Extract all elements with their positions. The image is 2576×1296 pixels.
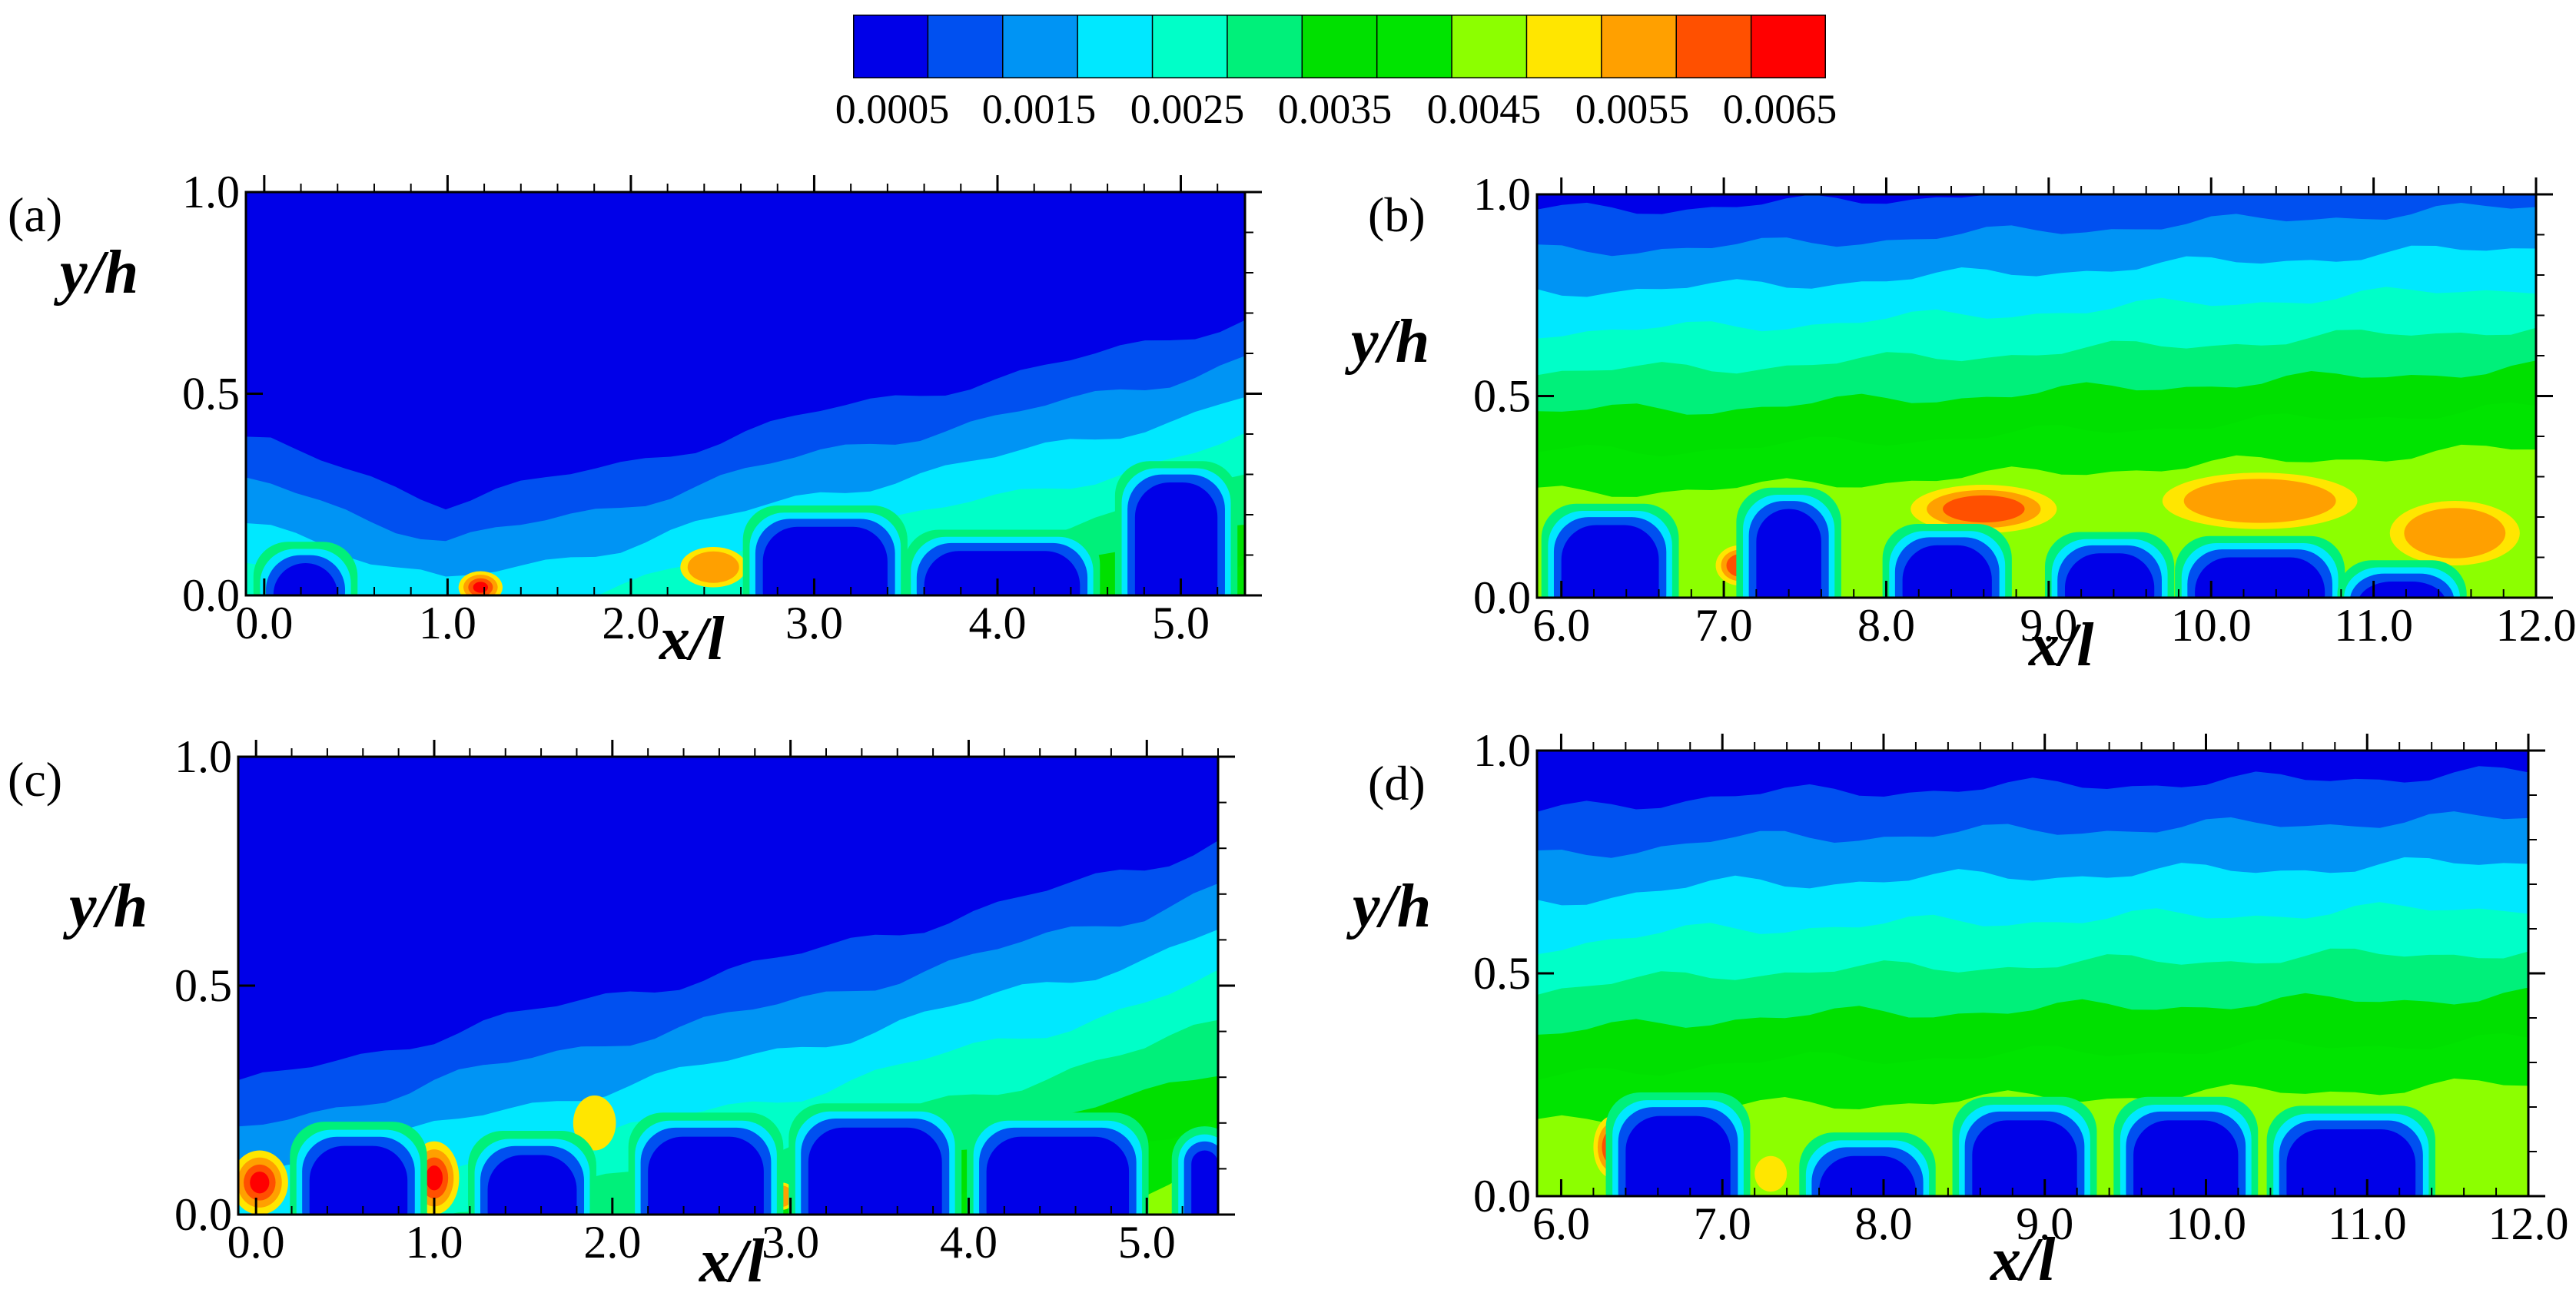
colorbar-tick-label: 0.0005 bbox=[835, 86, 950, 132]
colorbar-tick-label: 0.0045 bbox=[1427, 86, 1542, 132]
contour-low-region bbox=[1756, 509, 1821, 629]
x-tick-label: 5.0 bbox=[1118, 1217, 1176, 1268]
y-tick-label: 0.5 bbox=[182, 369, 240, 419]
contour-low-region bbox=[808, 1128, 942, 1245]
y-tick-label: 0.0 bbox=[182, 570, 240, 621]
x-tick-label: 9.0 bbox=[2016, 1198, 2073, 1249]
x-tick-label: 11.0 bbox=[2334, 600, 2413, 651]
contour-plot-a: 0.0 1.0 2.0 3.0 4.0 5.0 0.0 0.5 1.0 bbox=[0, 154, 1276, 707]
contour-hot-spot bbox=[1754, 1156, 1787, 1192]
contour-low-region bbox=[310, 1146, 408, 1245]
x-tick-label: 10.0 bbox=[2171, 600, 2252, 651]
y-tick-label: 0.5 bbox=[1473, 948, 1531, 999]
y-tick-label: 0.0 bbox=[1473, 572, 1531, 623]
colorbar-swatch bbox=[1077, 15, 1153, 78]
contour-field bbox=[1537, 751, 2528, 1227]
colorbar-tick-labels: 0.0005 0.0015 0.0025 0.0035 0.0045 0.005… bbox=[0, 86, 2576, 132]
colorbar-swatch bbox=[1526, 15, 1602, 78]
colorbar-swatch bbox=[1377, 15, 1452, 78]
x-tick-label: 7.0 bbox=[1694, 1198, 1751, 1249]
colorbar-swatch bbox=[1227, 15, 1303, 78]
colorbar-tick-label: 0.0025 bbox=[1130, 86, 1245, 132]
colorbar-tick-label: 0.0055 bbox=[1575, 86, 1690, 132]
contour-level-band bbox=[246, 595, 1245, 615]
contour-field bbox=[246, 192, 1245, 626]
colorbar-tick-label: 0.0065 bbox=[1723, 86, 1837, 132]
y-tick-label: 1.0 bbox=[1473, 725, 1531, 776]
contour-low-region bbox=[987, 1137, 1129, 1245]
x-tick-label: 1.0 bbox=[406, 1217, 463, 1268]
contour-hot-spot bbox=[2184, 479, 2336, 522]
x-tick-label: 4.0 bbox=[968, 598, 1026, 648]
contour-low-region bbox=[1903, 545, 1992, 628]
y-tick-label: 1.0 bbox=[182, 167, 240, 217]
x-tick-label: 0.0 bbox=[227, 1217, 285, 1268]
x-tick-label: 7.0 bbox=[1695, 600, 1753, 651]
y-tick-label: 1.0 bbox=[1473, 169, 1531, 220]
x-tick-label: 8.0 bbox=[1857, 600, 1915, 651]
contour-hot-spot bbox=[426, 1165, 443, 1190]
contour-field bbox=[231, 757, 1238, 1245]
contour-hot-spot bbox=[688, 552, 739, 583]
contour-hot-spot bbox=[473, 582, 488, 592]
y-tick-label: 1.0 bbox=[174, 731, 232, 782]
contour-plot-b: 6.0 7.0 8.0 9.0 10.0 11.0 12.0 0.0 0.5 1.0 bbox=[1299, 154, 2576, 707]
y-tick-label: 0.5 bbox=[1473, 371, 1531, 422]
colorbar-swatch bbox=[853, 15, 928, 78]
x-tick-label: 11.0 bbox=[2328, 1198, 2407, 1249]
x-tick-label: 9.0 bbox=[2020, 600, 2077, 651]
colorbar bbox=[853, 15, 1826, 78]
colorbar-swatch bbox=[1153, 15, 1228, 78]
x-tick-label: 1.0 bbox=[419, 598, 476, 648]
x-tick-label: 2.0 bbox=[602, 598, 659, 648]
y-tick-label: 0.0 bbox=[174, 1189, 232, 1240]
x-tick-label: 10.0 bbox=[2166, 1198, 2246, 1249]
colorbar-swatch bbox=[1003, 15, 1078, 78]
colorbar-tick-label: 0.0035 bbox=[1278, 86, 1393, 132]
contour-low-region bbox=[2065, 553, 2154, 628]
x-tick-label: 0.0 bbox=[235, 598, 293, 648]
contour-low-region bbox=[488, 1155, 577, 1245]
contour-field bbox=[1537, 161, 2536, 628]
x-tick-label: 3.0 bbox=[785, 598, 843, 648]
x-tick-label: 6.0 bbox=[1532, 600, 1590, 651]
x-tick-label: 8.0 bbox=[1854, 1198, 1912, 1249]
contour-hot-spot bbox=[250, 1172, 269, 1193]
contour-hot-spot bbox=[2404, 508, 2505, 559]
x-tick-label: 12.0 bbox=[2488, 1198, 2569, 1249]
x-tick-label: 2.0 bbox=[583, 1217, 641, 1268]
colorbar-swatch bbox=[1676, 15, 1751, 78]
colorbar-swatch bbox=[1452, 15, 1527, 78]
contour-plot-d: 6.0 7.0 8.0 9.0 10.0 11.0 12.0 0.0 0.5 1.0 bbox=[1299, 711, 2576, 1287]
y-tick-label: 0.0 bbox=[1473, 1171, 1531, 1221]
contour-plot-c: 0.0 1.0 2.0 3.0 4.0 5.0 0.0 0.5 1.0 bbox=[0, 711, 1276, 1287]
x-tick-label: 3.0 bbox=[762, 1217, 819, 1268]
colorbar-swatch bbox=[1302, 15, 1377, 78]
x-tick-label: 4.0 bbox=[940, 1217, 998, 1268]
x-tick-label: 5.0 bbox=[1152, 598, 1210, 648]
colorbar-swatch bbox=[1602, 15, 1677, 78]
contour-low-region bbox=[1191, 1151, 1218, 1245]
x-tick-label: 6.0 bbox=[1532, 1198, 1590, 1249]
contour-hot-spot bbox=[1943, 496, 2025, 522]
colorbar-swatch bbox=[1751, 15, 1826, 78]
contour-low-region bbox=[648, 1137, 764, 1245]
colorbar-swatch bbox=[928, 15, 1003, 78]
colorbar-tick-label: 0.0015 bbox=[982, 86, 1097, 132]
x-tick-label: 12.0 bbox=[2496, 600, 2576, 651]
y-tick-label: 0.5 bbox=[174, 960, 232, 1011]
